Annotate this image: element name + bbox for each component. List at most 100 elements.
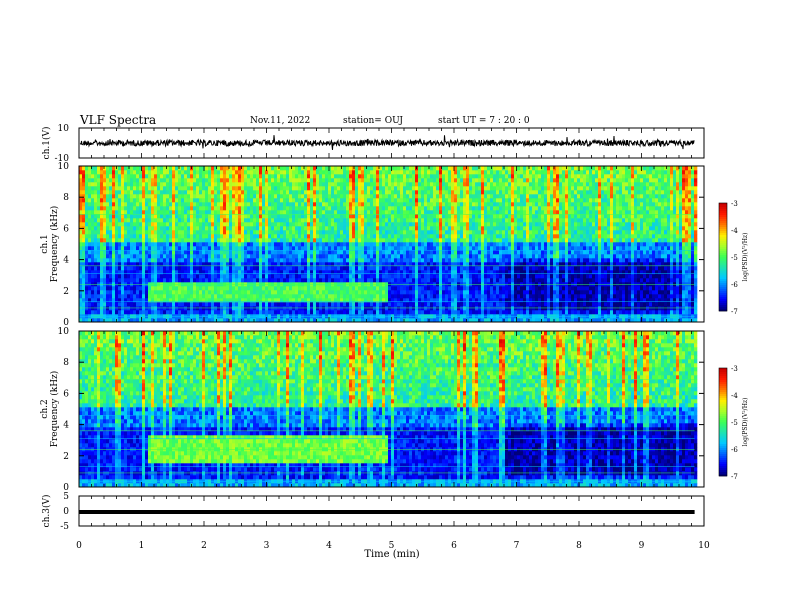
spectrogram-cell (400, 314, 404, 319)
spectrogram-cell (136, 218, 140, 223)
spectrogram-cell (391, 278, 395, 283)
spectrogram-cell (400, 174, 404, 179)
spectrogram-cell (103, 230, 107, 235)
spectrogram-cell (277, 242, 281, 247)
spectrogram-cell (169, 230, 173, 235)
spectrogram-cell (157, 182, 161, 187)
spectrogram-cell (274, 302, 278, 307)
spectrogram-cell (79, 230, 83, 235)
spectrogram-cell (409, 246, 413, 251)
spectrogram-cell (454, 226, 458, 231)
spectrogram-cell (292, 238, 296, 243)
spectrogram-cell (448, 218, 452, 223)
spectrogram-cell (382, 290, 386, 295)
spectrogram-cell (160, 286, 164, 291)
spectrogram-cell (151, 262, 155, 267)
spectrogram-cell (193, 182, 197, 187)
spectrogram-cell (202, 222, 206, 227)
spectrogram-cell (286, 314, 290, 319)
spectrogram-cell (217, 262, 221, 267)
spectrogram-cell (250, 214, 254, 219)
spectrogram-cell (385, 262, 389, 267)
spectrogram-cell (448, 270, 452, 275)
spectrogram-cell (421, 266, 425, 271)
spectrogram-cell (223, 194, 227, 199)
spectrogram-cell (439, 318, 443, 323)
spectrogram-cell (298, 274, 302, 279)
spectrogram-cell (217, 310, 221, 315)
spectrogram-cell (82, 314, 86, 319)
spectrogram-cell (148, 262, 152, 267)
spectrogram-cell (289, 214, 293, 219)
spectrogram-cell (94, 218, 98, 223)
spectrogram-cell (136, 262, 140, 267)
spectrogram-cell (187, 222, 191, 227)
spectrogram-cell (127, 310, 131, 315)
spectrogram-cell (343, 274, 347, 279)
spectrogram-cell (415, 278, 419, 283)
spectrogram-cell (337, 258, 341, 263)
spectrogram-cell (343, 258, 347, 263)
spectrogram-cell (421, 230, 425, 235)
spectrogram-cell (418, 178, 422, 183)
spectrogram-cell (319, 190, 323, 195)
spectrogram-cell (373, 202, 377, 207)
spectrogram-cell (241, 234, 245, 239)
spectrogram-cell (79, 218, 83, 223)
spectrogram-cell (235, 242, 239, 247)
spectrogram-cell (244, 258, 248, 263)
spectrogram-cell (223, 218, 227, 223)
spectrogram-cell (109, 210, 113, 215)
spectrogram-cell (91, 274, 95, 279)
spectrogram-cell (181, 298, 185, 303)
spectrogram-cell (370, 250, 374, 255)
spectrogram-cell (118, 238, 122, 243)
spectrogram-cell (85, 226, 89, 231)
spectrogram-cell (313, 222, 317, 227)
spectrogram-cell (328, 246, 332, 251)
spectrogram-cell (382, 222, 386, 227)
spectrogram-cell (388, 218, 392, 223)
spectrogram-cell (340, 230, 344, 235)
spectrogram-cell (397, 182, 401, 187)
spectrogram-cell (283, 178, 287, 183)
spectrogram-cell (406, 226, 410, 231)
spectrogram-cell (322, 242, 326, 247)
spectrogram-cell (253, 246, 257, 251)
spectrogram-cell (331, 186, 335, 191)
spectrogram-cell (262, 298, 266, 303)
spectrogram-cell (235, 262, 239, 267)
spectrogram-cell (349, 170, 353, 175)
spectrogram-cell (352, 270, 356, 275)
spectrogram-cell (400, 210, 404, 215)
spectrogram-cell (262, 222, 266, 227)
spectrogram-cell (148, 190, 152, 195)
spectrogram-cell (160, 174, 164, 179)
spectrogram-cell (229, 302, 233, 307)
spectrogram-cell (196, 310, 200, 315)
spectrogram-cell (439, 234, 443, 239)
spectrogram-cell (211, 314, 215, 319)
spectrogram-cell (370, 258, 374, 263)
spectrogram-cell (301, 226, 305, 231)
spectrogram-cell (364, 178, 368, 183)
spectrogram-cell (319, 242, 323, 247)
spectrogram-cell (133, 186, 137, 191)
spectrogram-cell (322, 318, 326, 323)
spectrogram-cell (199, 234, 203, 239)
spectrogram-cell (271, 226, 275, 231)
spectrogram-cell (337, 298, 341, 303)
spectrogram-cell (97, 286, 101, 291)
spectrogram-cell (88, 174, 92, 179)
spectrogram-cell (172, 198, 176, 203)
spectrogram-cell (196, 318, 200, 323)
spectrogram-cell (175, 186, 179, 191)
spectrogram-cell (250, 298, 254, 303)
spectrogram-cell (256, 174, 260, 179)
spectrogram-cell (124, 166, 128, 171)
spectrogram-cell (259, 314, 263, 319)
spectrogram-cell (211, 294, 215, 299)
spectrogram-cell (370, 210, 374, 215)
spectrogram-cell (301, 214, 305, 219)
spectrogram-cell (106, 302, 110, 307)
